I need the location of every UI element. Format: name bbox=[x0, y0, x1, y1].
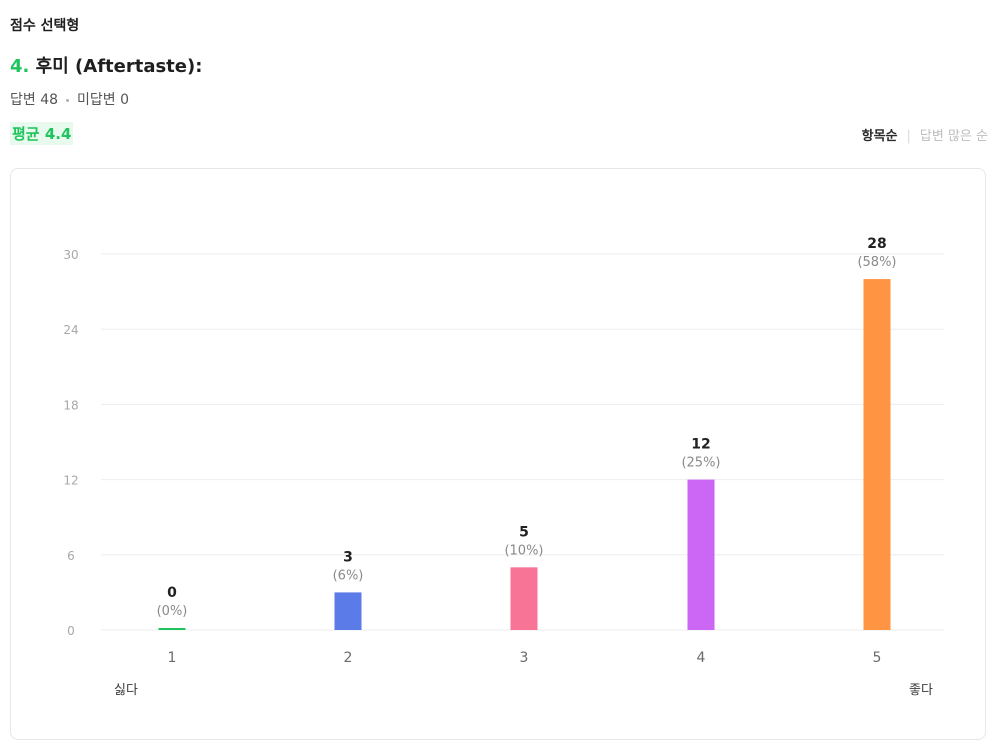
x-tick-label: 5 bbox=[873, 650, 882, 666]
sort-by-count-button[interactable]: 답변 많은 순 bbox=[919, 129, 988, 144]
question-text: 후미 (Aftertaste): bbox=[35, 56, 203, 77]
bar-chart: 0 6 12 18 24 30 0 (0%) 1 3 (6%) 2 5 (10%) 3 12 (25%) 4 28 (… bbox=[63, 236, 944, 698]
bar-value-label: 5 bbox=[519, 524, 529, 540]
sort-options: 항목순 | 답변 많은 순 bbox=[862, 125, 988, 144]
question-type-label: 점수 선택형 bbox=[10, 18, 80, 34]
x-tick-label: 4 bbox=[697, 650, 706, 666]
bar-value-label: 28 bbox=[867, 236, 886, 252]
response-counts: 답변 48 미답변 0 bbox=[10, 89, 129, 109]
bar-percent-label: (25%) bbox=[681, 456, 720, 471]
bar bbox=[158, 628, 186, 630]
bar-percent-label: (10%) bbox=[504, 543, 543, 558]
sort-separator: | bbox=[906, 129, 911, 144]
chart-card: 0 6 12 18 24 30 0 (0%) 1 3 (6%) 2 5 (10%) 3 12 (25%) 4 28 (… bbox=[10, 168, 986, 740]
y-tick-label: 18 bbox=[63, 398, 78, 412]
scale-min-label: 싫다 bbox=[114, 683, 138, 698]
unanswered-count: 미답변 0 bbox=[77, 92, 130, 108]
bar-value-label: 0 bbox=[167, 585, 177, 601]
bar-percent-label: (0%) bbox=[157, 604, 188, 619]
bar-value-label: 12 bbox=[691, 437, 710, 453]
bar-percent-label: (6%) bbox=[333, 568, 364, 583]
separator-dot bbox=[66, 98, 70, 102]
question-title: 4. 후미 (Aftertaste): bbox=[10, 52, 202, 78]
y-tick-label: 30 bbox=[63, 248, 78, 262]
scale-max-label: 좋다 bbox=[909, 683, 933, 698]
x-tick-label: 1 bbox=[168, 650, 177, 666]
y-tick-label: 24 bbox=[63, 323, 78, 337]
answered-count: 답변 48 bbox=[10, 92, 59, 108]
y-tick-label: 0 bbox=[67, 624, 75, 638]
y-tick-label: 12 bbox=[63, 474, 78, 488]
bar bbox=[334, 592, 362, 630]
bar-value-label: 3 bbox=[343, 549, 353, 565]
bar bbox=[510, 567, 538, 630]
x-tick-label: 3 bbox=[520, 650, 529, 666]
x-tick-label: 2 bbox=[344, 650, 353, 666]
y-tick-label: 6 bbox=[67, 549, 75, 563]
sort-by-item-button[interactable]: 항목순 bbox=[861, 129, 898, 144]
average-badge: 평균 4.4 bbox=[10, 122, 74, 145]
bar bbox=[687, 479, 715, 630]
question-number: 4. bbox=[10, 56, 30, 77]
bar-percent-label: (58%) bbox=[857, 255, 896, 270]
bar bbox=[863, 279, 891, 630]
